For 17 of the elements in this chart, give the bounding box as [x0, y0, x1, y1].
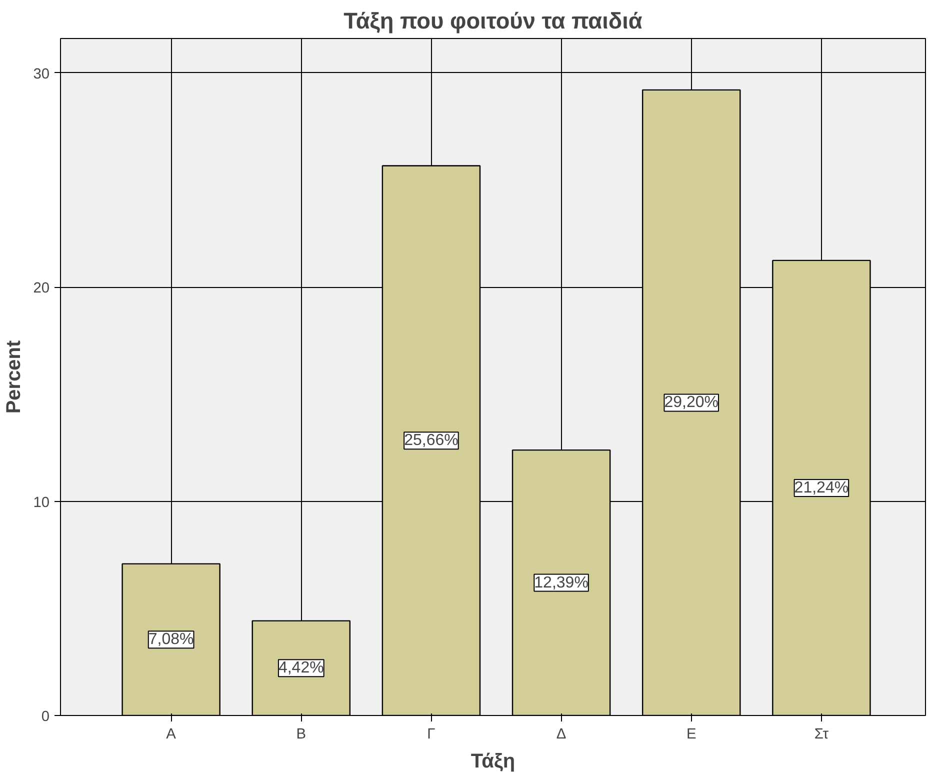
y-tick-label: 30: [33, 66, 50, 82]
x-tick-label: Ε: [686, 726, 696, 742]
x-tick-label: Γ: [427, 726, 436, 742]
data-label: 29,20%: [664, 394, 718, 412]
x-tick-label: Β: [296, 726, 306, 742]
y-tick-label: 10: [33, 494, 50, 511]
x-axis-title: Τάξη: [470, 750, 516, 772]
chart-title: Τάξη που φοιτούν τα παιδιά: [344, 8, 642, 34]
data-label: 21,24%: [794, 479, 849, 496]
x-tick-label: Α: [166, 726, 176, 742]
x-tick-label: Στ: [814, 726, 829, 742]
y-tick-label: 20: [33, 280, 50, 297]
data-label: 25,66%: [404, 432, 458, 450]
y-tick-label: 0: [41, 709, 50, 725]
y-axis-title: Percent: [3, 340, 26, 414]
data-label: 12,39%: [534, 574, 588, 592]
x-tick-label: Δ: [556, 726, 566, 742]
